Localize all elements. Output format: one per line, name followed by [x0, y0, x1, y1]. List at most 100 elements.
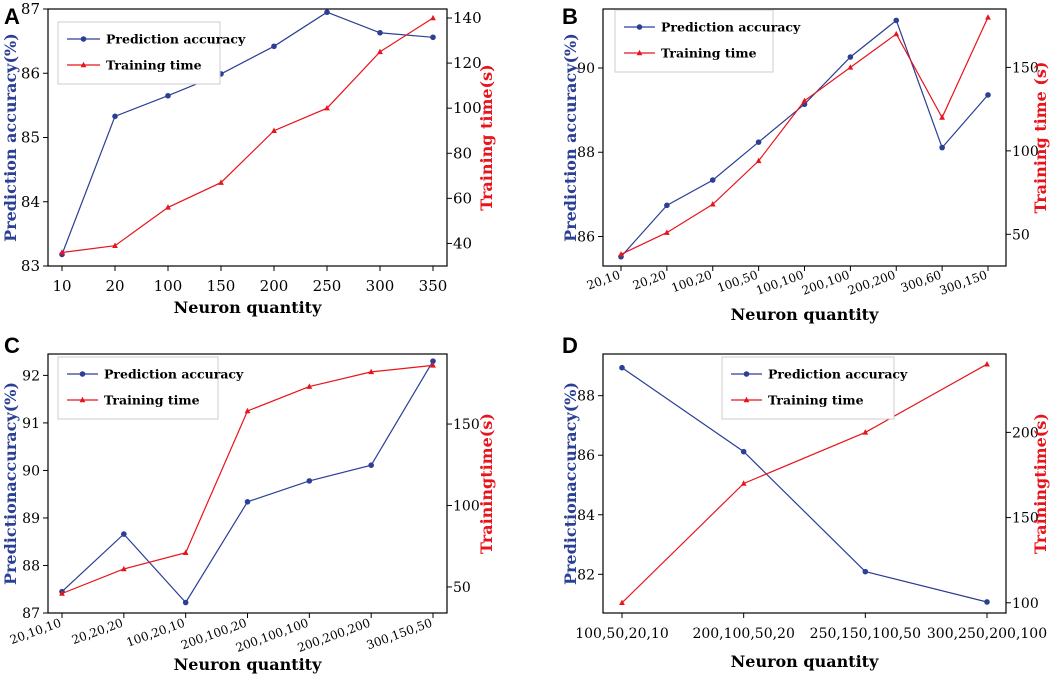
legend-accuracy-label: Prediction accuracy — [661, 20, 801, 35]
accuracy-data-point — [893, 17, 900, 24]
legend-box — [57, 356, 219, 420]
right-y-tick-label: 100 — [1012, 144, 1039, 160]
training-time-data-point — [709, 201, 716, 207]
left-y-tick-label: 82 — [577, 567, 595, 583]
x-tick-label: 250,150,100,50 — [810, 626, 921, 642]
left-y-tick-label: 85 — [21, 129, 40, 147]
left-y-tick-label: 88 — [577, 389, 595, 405]
x-tick-label: 10 — [52, 277, 71, 295]
right-y-axis-label: Trainingtime(s) — [1031, 413, 1050, 554]
accuracy-data-point — [430, 358, 436, 364]
legend-accuracy-marker — [79, 371, 86, 377]
x-tick-label: 300,150,50 — [365, 616, 434, 653]
x-tick-label: 300,60 — [899, 268, 943, 296]
training-time-data-point — [847, 64, 854, 70]
training-time-data-point — [801, 97, 808, 104]
training-time-data-point — [740, 480, 747, 486]
left-y-axis-label: Prediction accuracy(%) — [561, 33, 580, 242]
training-time-series-line — [61, 17, 434, 254]
legend-training-time-marker — [636, 49, 643, 56]
training-time-data-point — [112, 242, 118, 248]
left-y-tick-label: 88 — [22, 558, 40, 574]
training-time-data-point — [377, 48, 383, 55]
left-y-tick-label: 86 — [577, 448, 595, 464]
x-axis-label: Neuron quantity — [174, 655, 322, 674]
training-time-data-point — [618, 251, 624, 257]
left-y-tick-label: 90 — [577, 61, 595, 77]
accuracy-data-point — [985, 92, 991, 98]
legend-training-time-marker — [80, 61, 87, 68]
legend-accuracy-marker — [743, 371, 750, 377]
training-time-data-point — [663, 229, 670, 235]
training-time-data-point — [120, 565, 127, 572]
accuracy-data-point — [984, 599, 990, 605]
right-y-tick-label: 140 — [453, 9, 482, 27]
x-tick-label: 20 — [105, 277, 124, 295]
training-time-data-point — [165, 204, 171, 210]
training-time-data-point — [430, 14, 436, 21]
right-y-tick-label: 200 — [1012, 425, 1039, 441]
x-tick-label: 100,50 — [715, 268, 759, 296]
panel-label: C — [4, 333, 20, 358]
x-tick-label: 150 — [207, 277, 236, 295]
right-y-tick-label: 100 — [453, 498, 480, 514]
x-tick-label: 20,20,20 — [70, 616, 125, 647]
x-tick-label: 200,100 — [800, 268, 851, 298]
left-y-axis-label: Prediction accuracy(%) — [1, 33, 20, 242]
right-y-tick-label: 100 — [1012, 596, 1039, 612]
training-time-data-point — [430, 362, 436, 368]
left-y-tick-label: 84 — [21, 193, 40, 211]
x-tick-label: 250 — [313, 277, 342, 295]
right-y-axis-label: Trainingtime(s) — [477, 413, 496, 554]
x-axis-label: Neuron quantity — [731, 652, 879, 671]
legend-box — [614, 9, 774, 73]
left-y-tick-label: 87 — [21, 0, 40, 18]
x-tick-label: 100,50,20,10 — [575, 626, 669, 642]
x-tick-label: 300,150 — [938, 268, 989, 298]
legend-accuracy-marker — [636, 24, 643, 30]
accuracy-data-point — [121, 531, 127, 537]
legend: Prediction accuracy Training time — [721, 356, 908, 420]
chart-panel-a: A 83 84 85 86 87 40 60 80 100 120 140 10 20 100 150 200 2… — [1, 0, 496, 317]
x-tick-label: 100 — [154, 277, 183, 295]
x-tick-label: 200 — [260, 277, 289, 295]
x-axis-label: Neuron quantity — [174, 298, 322, 317]
legend-training-time-label: Training time — [661, 46, 757, 61]
accuracy-data-point — [755, 139, 762, 145]
right-y-tick-label: 50 — [1012, 227, 1030, 243]
accuracy-data-point — [664, 202, 670, 209]
left-y-tick-label: 87 — [22, 606, 40, 622]
accuracy-series-line — [621, 367, 988, 603]
x-tick-label: 200,100,50,20 — [692, 626, 794, 642]
x-tick-label: 100,20 — [670, 268, 714, 296]
legend-accuracy-label: Prediction accuracy — [104, 367, 244, 382]
right-y-tick-label: 120 — [453, 54, 482, 72]
x-tick-label: 100,20,10 — [125, 616, 187, 650]
legend-box — [57, 21, 221, 85]
legend: Prediction accuracy Training time — [57, 21, 246, 85]
left-y-tick-label: 91 — [22, 416, 40, 432]
left-y-tick-label: 89 — [22, 511, 40, 527]
right-y-tick-label: 100 — [453, 99, 482, 117]
legend-training-time-label: Training time — [106, 58, 202, 73]
left-y-axis-label: Predictionaccuracy(%) — [1, 382, 20, 585]
legend-box — [721, 356, 895, 420]
accuracy-data-point — [112, 113, 118, 120]
panel-label: A — [4, 4, 20, 29]
training-time-data-point — [862, 429, 869, 435]
legend-training-time-label: Training time — [104, 393, 200, 408]
training-time-data-point — [755, 157, 762, 164]
training-time-data-point — [244, 407, 251, 414]
accuracy-data-point — [324, 9, 330, 16]
plot-frame — [602, 353, 1007, 614]
accuracy-data-point — [862, 568, 869, 575]
legend: Prediction accuracy Training time — [57, 356, 244, 420]
x-tick-label: 300,250,200,100 — [927, 626, 1047, 642]
accuracy-data-point — [244, 498, 251, 505]
training-time-data-point — [182, 549, 189, 555]
legend-training-time-marker — [743, 396, 750, 403]
x-tick-label: 100,100 — [754, 268, 805, 298]
accuracy-data-point — [847, 54, 854, 60]
legend-training-time-marker — [79, 396, 86, 403]
legend-accuracy-marker — [80, 36, 87, 42]
